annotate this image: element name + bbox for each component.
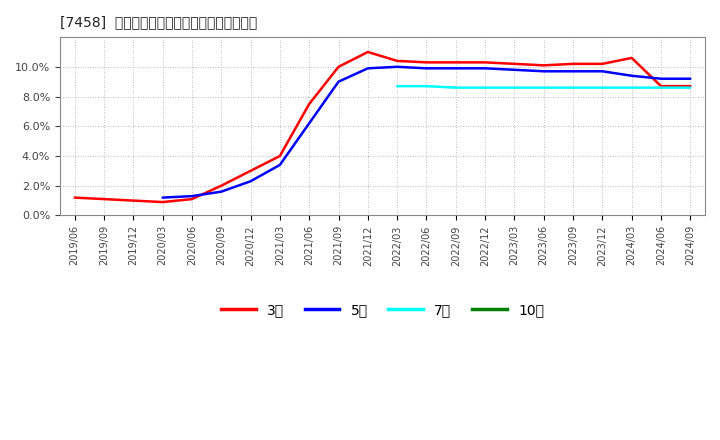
5年 <box>422 66 431 71</box>
Text: [7458]  当期純利益マージンの標準偏差の推移: [7458] 当期純利益マージンの標準偏差の推移 <box>60 15 257 29</box>
3年 <box>276 154 284 159</box>
3年 <box>598 61 607 66</box>
3年 <box>539 63 548 68</box>
3年 <box>246 168 255 173</box>
7年 <box>657 85 665 90</box>
3年 <box>364 49 372 55</box>
5年 <box>246 179 255 184</box>
7年 <box>539 85 548 90</box>
3年 <box>129 198 138 203</box>
5年 <box>158 195 167 200</box>
7年 <box>627 85 636 90</box>
Line: 7年: 7年 <box>397 86 690 88</box>
5年 <box>686 76 695 81</box>
3年 <box>422 60 431 65</box>
7年 <box>451 85 460 90</box>
5年 <box>627 73 636 78</box>
5年 <box>305 121 313 126</box>
3年 <box>510 61 518 66</box>
5年 <box>657 76 665 81</box>
7年 <box>686 85 695 90</box>
5年 <box>539 69 548 74</box>
5年 <box>510 67 518 73</box>
5年 <box>393 64 402 70</box>
3年 <box>99 197 108 202</box>
3年 <box>481 60 490 65</box>
5年 <box>276 162 284 168</box>
5年 <box>364 66 372 71</box>
3年 <box>334 64 343 70</box>
3年 <box>158 199 167 205</box>
Legend: 3年, 5年, 7年, 10年: 3年, 5年, 7年, 10年 <box>215 297 549 323</box>
3年 <box>393 58 402 63</box>
7年 <box>569 85 577 90</box>
5年 <box>188 194 197 199</box>
5年 <box>217 189 225 194</box>
5年 <box>598 69 607 74</box>
5年 <box>569 69 577 74</box>
7年 <box>598 85 607 90</box>
3年 <box>627 55 636 61</box>
3年 <box>217 183 225 188</box>
3年 <box>657 84 665 89</box>
Line: 3年: 3年 <box>75 52 690 202</box>
3年 <box>451 60 460 65</box>
5年 <box>451 66 460 71</box>
3年 <box>188 197 197 202</box>
7年 <box>393 84 402 89</box>
Line: 5年: 5年 <box>163 67 690 198</box>
7年 <box>422 84 431 89</box>
3年 <box>686 84 695 89</box>
5年 <box>481 66 490 71</box>
3年 <box>305 101 313 106</box>
7年 <box>510 85 518 90</box>
3年 <box>71 195 79 200</box>
5年 <box>334 79 343 84</box>
7年 <box>481 85 490 90</box>
3年 <box>569 61 577 66</box>
